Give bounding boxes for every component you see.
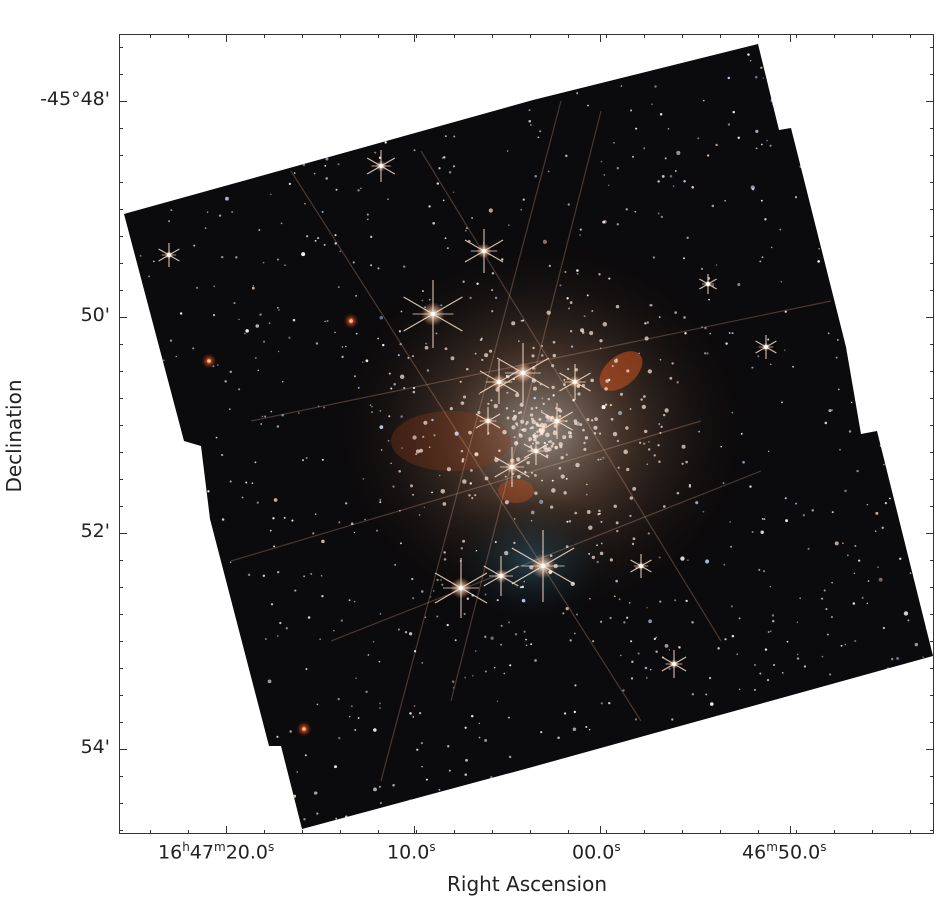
ytick-label-1: -45°48'	[40, 88, 110, 110]
ytick-label-2: 50'	[80, 304, 110, 326]
image-frame	[119, 34, 934, 834]
xtick-label-4: 46m50.0s	[742, 840, 827, 864]
ytick-label-4: 54'	[80, 736, 110, 758]
xtick-label-1: 16h47m20.0s	[158, 840, 275, 864]
xtick-label-2: 10.0s	[387, 840, 436, 864]
y-axis-label: Declination	[2, 379, 26, 493]
star-field-image	[124, 44, 933, 829]
xtick-label-3: 00.0s	[572, 840, 621, 864]
ytick-label-3: 52'	[80, 520, 110, 542]
x-axis-label: Right Ascension	[447, 872, 607, 896]
